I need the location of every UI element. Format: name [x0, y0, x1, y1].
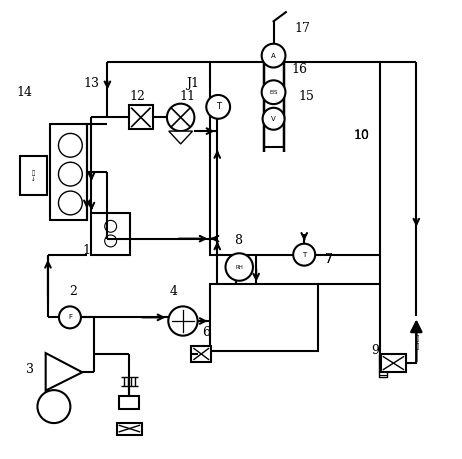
Text: T: T: [216, 102, 221, 112]
Circle shape: [261, 44, 286, 67]
Text: 天
气: 天 气: [414, 335, 419, 349]
Circle shape: [168, 306, 198, 336]
Text: 4: 4: [170, 285, 178, 298]
Text: 5: 5: [124, 422, 132, 435]
Bar: [129, 106, 153, 129]
Text: 6: 6: [202, 326, 210, 339]
Text: T: T: [302, 252, 306, 257]
Text: 17: 17: [294, 22, 310, 34]
Text: J1: J1: [186, 77, 199, 90]
Text: EIS: EIS: [269, 90, 278, 95]
Text: F: F: [68, 314, 72, 320]
Text: 11: 11: [180, 90, 195, 103]
Bar: [91, 213, 130, 255]
Text: V: V: [271, 116, 276, 122]
Bar: [119, 396, 140, 409]
Circle shape: [225, 253, 253, 281]
Text: 14: 14: [16, 86, 32, 99]
Text: A: A: [271, 53, 276, 59]
Circle shape: [293, 244, 315, 266]
Bar: [210, 62, 380, 255]
Text: 7: 7: [325, 253, 334, 266]
Text: 8: 8: [234, 235, 242, 247]
Bar: [379, 353, 387, 377]
Circle shape: [59, 306, 81, 328]
Text: 10: 10: [353, 129, 369, 142]
Circle shape: [207, 95, 230, 119]
Text: 10: 10: [353, 129, 370, 142]
Text: 1: 1: [83, 244, 91, 257]
Bar: [19, 156, 47, 195]
Polygon shape: [169, 131, 193, 144]
Text: 13: 13: [84, 77, 99, 90]
Text: 3: 3: [26, 363, 34, 375]
Text: 15: 15: [298, 90, 315, 103]
Bar: [210, 285, 318, 351]
Bar: [116, 423, 142, 436]
Text: RH: RH: [235, 264, 243, 269]
Circle shape: [37, 390, 70, 423]
Bar: [50, 124, 87, 220]
Polygon shape: [46, 353, 82, 391]
Text: 2: 2: [69, 285, 77, 298]
Circle shape: [262, 108, 285, 130]
Text: 亏
↓: 亏 ↓: [31, 170, 36, 182]
Circle shape: [261, 80, 286, 104]
Bar: [191, 346, 211, 362]
Text: 7: 7: [325, 253, 333, 266]
Bar: [381, 354, 406, 372]
Text: 16: 16: [292, 63, 308, 76]
Text: 9: 9: [371, 344, 379, 357]
Circle shape: [167, 104, 195, 131]
Text: 12: 12: [129, 90, 145, 103]
